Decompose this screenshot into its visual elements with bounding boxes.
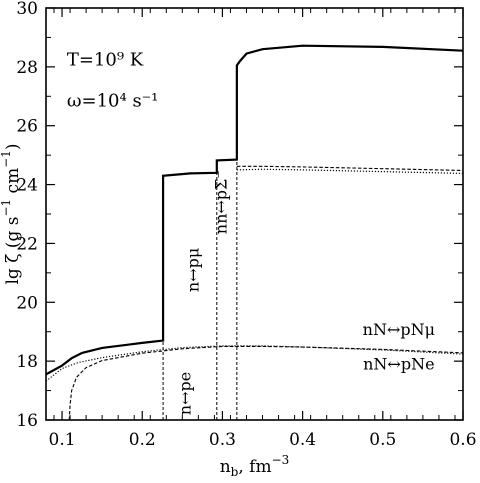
annotation-n-pe: n↔pe [175,372,194,415]
x-tick-label-5: 0.6 [449,430,476,450]
series-line-1 [68,345,464,421]
y-tick-label-7: 30 [16,0,38,19]
y-tick-label-1: 18 [16,352,38,372]
axis-ticks [46,7,464,421]
y-tick-label-4: 24 [16,176,38,196]
tick-labels: 0.1 0.2 0.3 0.4 0.5 0.6 16 18 20 22 24 26 28 30 [16,0,476,450]
annotation-nN-pNmu: nN↔pNμ [363,320,435,339]
temperature-label: T=10⁹ K [67,49,144,70]
threshold-lines [162,66,238,420]
y-axis-label: lg ζ (g s−1 cm−1) [0,143,23,284]
y-tick-label-3: 22 [16,234,38,254]
x-tick-label-0: 0.1 [49,430,76,450]
series-line-4 [236,168,464,174]
y-tick-label-5: 26 [16,117,38,137]
x-tick-label-2: 0.3 [209,430,236,450]
x-tick-label-4: 0.5 [369,430,396,450]
annotation-n-pmu: n↔pμ [183,248,202,292]
annotations: n↔pe n↔pμ nn↔pΣ⁻ nN↔pNμ nN↔pNe [175,170,435,415]
x-tick-label-1: 0.2 [129,430,156,450]
x-axis-label: nb, fm−3 [220,453,290,479]
y-tick-label-6: 28 [16,58,38,78]
series-line-3 [236,165,464,171]
y-tick-label-2: 20 [16,293,38,313]
annotation-nN-pNe: nN↔pNe [363,354,434,373]
annotation-nn-psigma: nn↔pΣ⁻ [211,170,230,234]
y-tick-label-0: 16 [16,411,38,431]
frequency-label: ω=10⁴ s⁻¹ [67,91,159,112]
x-tick-label-3: 0.4 [289,430,316,450]
